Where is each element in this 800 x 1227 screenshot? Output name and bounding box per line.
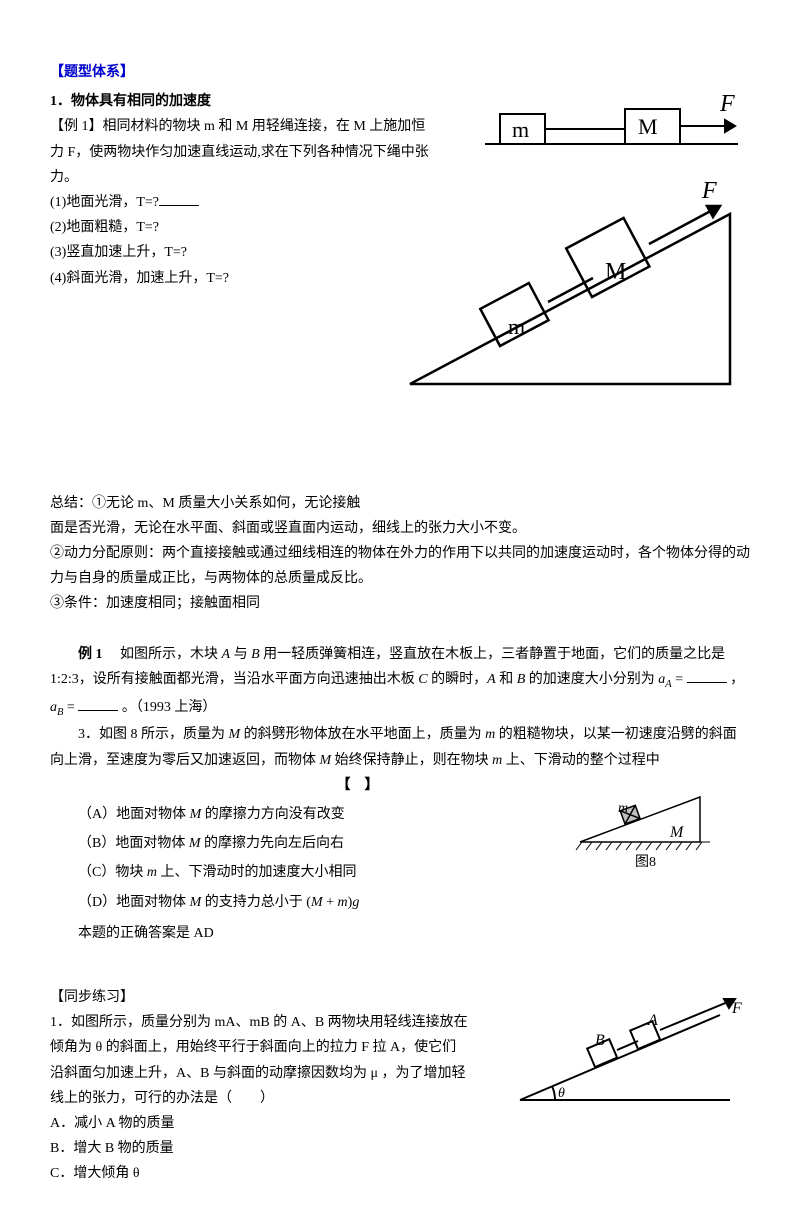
summary-3: ③条件：加速度相同；接触面相同 <box>50 591 750 616</box>
answer: 本题的正确答案是 AD <box>78 921 750 946</box>
label-F-sync: F <box>731 1000 742 1017</box>
label-B-sync: B <box>595 1032 605 1049</box>
label-M-cap: M <box>638 114 658 139</box>
example-spring: 例 1 如图所示，木块 A 与 B 用一轻质弹簧相连，竖直放在木板上，三者静置于… <box>50 642 750 723</box>
summary-2: ②动力分配原则：两个直接接触或通过细线相连的物体在外力的作用下以共同的加速度运动… <box>50 541 750 591</box>
label-F-1: F <box>719 91 735 117</box>
fig8-label: 图8 <box>635 855 656 870</box>
figure-horizontal-blocks: m M F <box>480 89 750 159</box>
page-header: 【题型体系】 <box>50 60 750 85</box>
section-3: 3．如图 8 所示，质量为 M 的斜劈形物体放在水平地面上，质量为 m 的粗糙物… <box>50 722 750 946</box>
figure-8: M m 图8 <box>570 782 730 872</box>
figure-incline-blocks: m M F <box>380 174 750 404</box>
label-m-incline: m <box>508 314 525 339</box>
summary-1a: 总结：①无论 m、M 质量大小关系如何，无论接触 <box>50 491 750 516</box>
example1-text: 【例 1】相同材料的物块 m 和 M 用轻绳连接，在 M 上施加恒力 F，使两物… <box>50 114 430 190</box>
label-A-sync: A <box>647 1012 658 1029</box>
section-1: 1．物体具有相同的加速度 m M F 【例 1】相同材料的物块 m 和 M 用轻… <box>50 89 750 616</box>
fig8-M: M <box>669 824 685 841</box>
figure-sync-incline: θ B A F <box>510 995 750 1115</box>
summary-1b: 面是否光滑，无论在水平面、斜面或竖直面内运动，细线上的张力大小不变。 <box>50 516 750 541</box>
sync-q1: 1．如图所示，质量分别为 mA、mB 的 A、B 两物块用轻线连接放在倾角为 θ… <box>50 1010 470 1111</box>
sync-opt-c: C．增大倾角 θ <box>50 1161 750 1186</box>
sync-opt-b: B．增大 B 物的质量 <box>50 1136 750 1161</box>
fig8-m: m <box>618 801 628 816</box>
section-2: 例 1 如图所示，木块 A 与 B 用一轻质弹簧相连，竖直放在木板上，三者静置于… <box>50 642 750 723</box>
sync-exercise: 【同步练习】 θ B A F 1．如图所示，质量分别为 mA、mB 的 A、B … <box>50 985 750 1187</box>
label-F-incline: F <box>701 178 717 204</box>
label-m-small: m <box>512 117 529 142</box>
opt-d: （D）地面对物体 M 的支持力总小于 (M + m)g <box>78 890 750 915</box>
label-M-incline: M <box>605 259 626 285</box>
label-theta: θ <box>558 1086 565 1101</box>
